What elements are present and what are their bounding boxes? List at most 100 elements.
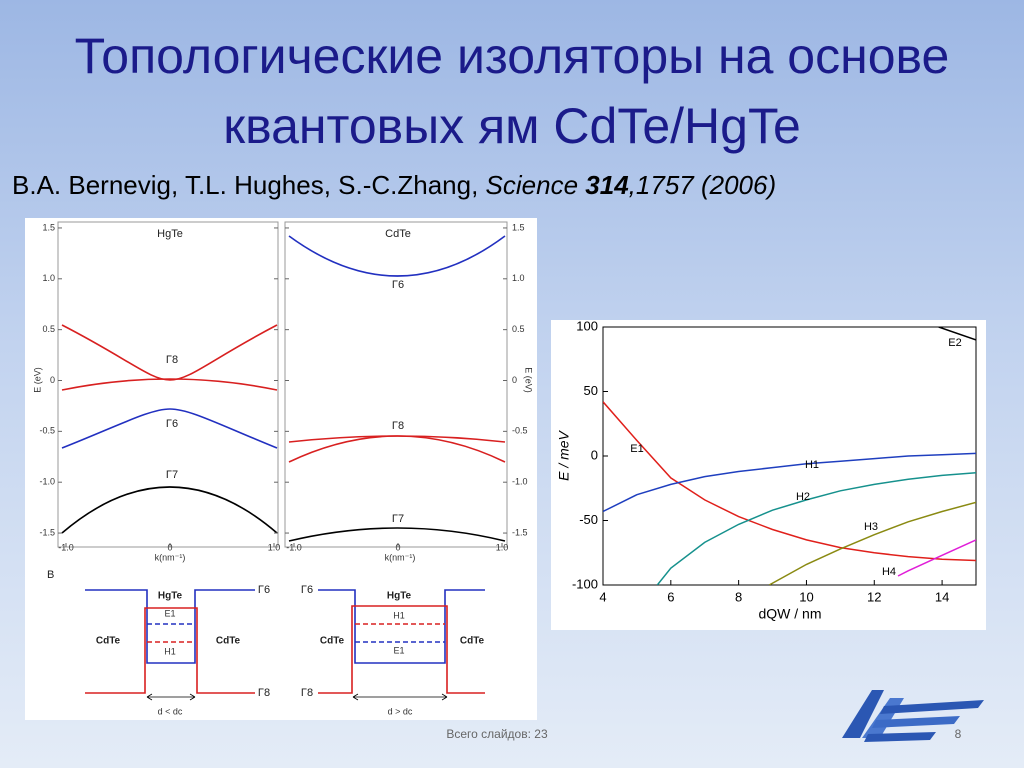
series-label: H4: [882, 566, 896, 578]
series-label: E1: [630, 443, 643, 455]
chart: dQW / nm E / meV 4 6 8 10 12 14 100 50 0 -50 -100 E…: [551, 318, 986, 630]
band-curve: [288, 235, 506, 277]
x-tick-label: 10: [799, 589, 813, 604]
barrier-label: CdTe: [216, 636, 241, 647]
panel-frame: [57, 221, 279, 548]
x-tick-label: 1.0: [496, 542, 509, 552]
y-tick-label: -50: [579, 512, 598, 527]
width-arrow: [146, 693, 196, 701]
condition-label: d > dc: [388, 706, 413, 716]
citation: B.A. Bernevig, T.L. Hughes, S.-C.Zhang, …: [12, 170, 776, 200]
barrier-label: CdTe: [320, 636, 345, 647]
y-tick-label: -0.5: [39, 426, 55, 436]
y-tick-label: 1.5: [42, 222, 55, 232]
x-tick-label: 4: [599, 589, 606, 604]
x-tick-label: -1.0: [286, 542, 302, 552]
y-tick-label: -1.5: [39, 527, 55, 537]
band-curve: [61, 486, 278, 534]
width-arrow: [352, 693, 448, 701]
well-label: HgTe: [158, 591, 183, 602]
citation-pages: ,1757 (2006): [629, 170, 776, 200]
y-axis-label: E (eV): [524, 367, 534, 393]
well-label: HgTe: [387, 591, 412, 602]
y-tick-label: 1.5: [512, 222, 525, 232]
y-tick-label: -100: [572, 576, 598, 591]
x-tick-label: 0: [167, 542, 172, 552]
y-tick-label: -1.0: [39, 477, 55, 487]
x-axis-label: k(nm⁻¹): [385, 552, 416, 562]
x-axis-label: k(nm⁻¹): [155, 552, 186, 562]
band-label: Γ8: [392, 420, 404, 432]
citation-journal: Science: [486, 170, 579, 200]
panel-label: B: [47, 569, 54, 581]
band-curve: [288, 435, 506, 463]
band-curve: [61, 324, 278, 381]
series-line: [656, 472, 976, 585]
x-tick-label: 6: [667, 589, 674, 604]
band-edge: [85, 589, 255, 664]
x-axis-label: dQW / nm: [758, 606, 821, 622]
band-curve: [61, 378, 278, 391]
band-label: Γ8: [258, 687, 270, 699]
panel-frame: [284, 221, 508, 548]
y-tick-label: 1.0: [512, 273, 525, 283]
y-tick-label: -0.5: [512, 426, 528, 436]
series-label: E2: [948, 337, 961, 349]
y-tick-label: 0.5: [512, 324, 525, 334]
y-tick-label: 0: [591, 447, 598, 462]
y-tick-label: -1.0: [512, 477, 528, 487]
y-tick-label: 1.0: [42, 273, 55, 283]
logo: [842, 690, 984, 742]
series-line: [603, 452, 976, 513]
band-curve: [61, 408, 278, 449]
band-figure: HgTe CdTe E (eV) E (eV) k(nm⁻¹) k(nm⁻¹) …: [25, 218, 537, 720]
band-label: Γ7: [392, 513, 404, 525]
band-label: Γ6: [301, 584, 313, 596]
x-tick-label: 1.0: [268, 542, 281, 552]
band-edge: [85, 607, 255, 694]
citation-authors: B.A. Bernevig, T.L. Hughes, S.-C.Zhang,: [12, 170, 478, 200]
barrier-label: CdTe: [96, 636, 121, 647]
figure-background: [25, 218, 537, 720]
level-label: E1: [393, 645, 404, 655]
band-label: Γ8: [301, 687, 313, 699]
x-tick-label: 0: [395, 542, 400, 552]
y-tick-label: 100: [576, 318, 598, 333]
x-tick-label: 14: [935, 589, 949, 604]
chart-background: [551, 320, 986, 630]
band-edge: [318, 589, 485, 664]
band-label: Γ6: [258, 584, 270, 596]
band-label: Γ6: [166, 418, 178, 430]
panel-title: HgTe: [157, 228, 183, 240]
level-label: H1: [393, 610, 405, 620]
condition-label: d < dc: [158, 706, 183, 716]
y-axis-label: E (eV): [32, 367, 42, 393]
series-line: [938, 327, 976, 341]
series-line: [768, 501, 976, 585]
band-label: Γ6: [392, 279, 404, 291]
band-edge: [318, 605, 485, 694]
y-tick-label: -1.5: [512, 527, 528, 537]
level-label: E1: [164, 608, 175, 618]
x-tick-label: -1.0: [58, 542, 74, 552]
y-tick-label: 50: [584, 383, 598, 398]
y-tick-label: 0: [50, 375, 55, 385]
series-label: H1: [805, 459, 819, 471]
page-number: 8: [955, 727, 962, 741]
y-tick-label: 0: [512, 375, 517, 385]
band-label: Γ7: [166, 469, 178, 481]
y-axis-label: E / meV: [556, 429, 572, 480]
citation-volume: 314: [585, 170, 629, 200]
y-tick-label: 0.5: [42, 324, 55, 334]
x-tick-label: 12: [867, 589, 881, 604]
series-line: [603, 401, 976, 562]
series-label: H3: [864, 521, 878, 533]
band-label: Γ8: [166, 354, 178, 366]
barrier-label: CdTe: [460, 636, 485, 647]
series-line: [897, 539, 976, 577]
series-label: H2: [796, 491, 810, 503]
title-line: Топологические изоляторы на основе: [75, 28, 950, 84]
level-label: H1: [164, 646, 176, 656]
footer-total: Всего слайдов: 23: [446, 727, 548, 741]
